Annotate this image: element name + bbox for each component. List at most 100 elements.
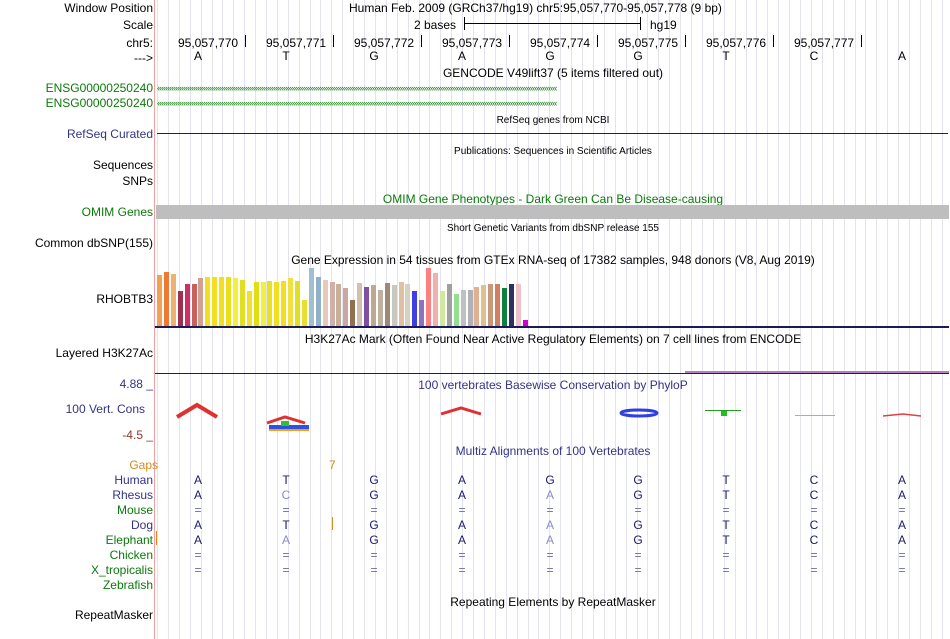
phylop-logo-tg xyxy=(721,410,727,416)
gtex-tissue-bar[interactable] xyxy=(170,274,176,326)
gtex-tissue-bar[interactable] xyxy=(184,284,190,326)
aligned-base: A xyxy=(897,518,906,532)
gtex-tissue-bar[interactable] xyxy=(315,277,321,326)
gtex-barchart[interactable] xyxy=(157,268,537,326)
gtex-tissue-bar[interactable] xyxy=(329,282,335,326)
gtex-tissue-bar[interactable] xyxy=(502,288,507,326)
gtex-label[interactable]: RHOBTB3 xyxy=(96,292,153,306)
gtex-tissue-bar[interactable] xyxy=(177,291,183,326)
gtex-tissue-bar[interactable] xyxy=(260,282,266,326)
gtex-tissue-bar[interactable] xyxy=(163,272,169,326)
dbsnp-label[interactable]: Common dbSNP(155) xyxy=(34,236,153,250)
refseq-feature[interactable] xyxy=(157,133,948,134)
gtex-tissue-bar[interactable] xyxy=(157,275,162,326)
gtex-tissue-bar[interactable] xyxy=(474,287,480,326)
gtex-tissue-bar[interactable] xyxy=(453,294,459,326)
gtex-tissue-bar[interactable] xyxy=(295,281,300,326)
strand-arrows: ‹‹‹‹‹‹‹‹‹‹‹‹‹‹‹‹‹‹‹‹‹‹‹‹‹‹‹‹‹‹‹‹‹‹‹‹‹‹‹‹… xyxy=(157,83,557,93)
grid-line xyxy=(778,0,779,639)
gtex-tissue-bar[interactable] xyxy=(350,300,356,326)
species-label[interactable]: Elephant xyxy=(105,533,153,547)
gencode-item-2-feature[interactable]: ‹‹‹‹‹‹‹‹‹‹‹‹‹‹‹‹‹‹‹‹‹‹‹‹‹‹‹‹‹‹‹‹‹‹‹‹‹‹‹‹… xyxy=(157,98,948,109)
gtex-tissue-bar[interactable] xyxy=(467,290,473,326)
multiz-gap-marker: 7 xyxy=(329,458,336,472)
grid-line xyxy=(571,0,572,639)
gtex-tissue-bar[interactable] xyxy=(460,290,466,326)
gtex-tissue-bar[interactable] xyxy=(274,282,280,326)
phylop-label[interactable]: 100 Vert. Cons xyxy=(65,402,145,416)
gtex-tissue-bar[interactable] xyxy=(226,277,231,326)
gtex-tissue-bar[interactable] xyxy=(191,284,197,326)
gtex-tissue-bar[interactable] xyxy=(508,284,514,326)
gtex-tissue-bar[interactable] xyxy=(336,284,342,326)
gencode-item-1-label[interactable]: ENSG00000250240 xyxy=(45,81,153,95)
gtex-tissue-bar[interactable] xyxy=(288,278,294,326)
phylop-logos[interactable] xyxy=(155,395,950,440)
gtex-tissue-bar[interactable] xyxy=(370,285,376,326)
aligned-base: = xyxy=(282,548,290,562)
gtex-tissue-bar[interactable] xyxy=(308,268,314,326)
gtex-tissue-bar[interactable] xyxy=(205,277,211,326)
gtex-tissue-bar[interactable] xyxy=(495,284,501,326)
gtex-tissue-bar[interactable] xyxy=(281,281,287,326)
gtex-tissue-bar[interactable] xyxy=(253,282,259,326)
species-label[interactable]: Dog xyxy=(130,518,153,532)
gtex-tissue-bar[interactable] xyxy=(232,278,238,326)
gtex-tissue-bar[interactable] xyxy=(246,291,252,326)
grid-line xyxy=(658,0,659,639)
h3k27ac-signal[interactable] xyxy=(685,371,949,373)
reference-base: G xyxy=(545,49,555,63)
aligned-base: G xyxy=(633,533,643,547)
aligned-base: A xyxy=(545,518,554,532)
h3k27ac-label[interactable]: Layered H3K27Ac xyxy=(55,346,153,360)
gtex-tissue-bar[interactable] xyxy=(357,283,363,326)
phylop-title: 100 vertebrates Basewise Conservation by… xyxy=(418,378,688,392)
gtex-tissue-bar[interactable] xyxy=(398,282,404,326)
gtex-tissue-bar[interactable] xyxy=(377,290,383,326)
gtex-tissue-bar[interactable] xyxy=(488,284,494,326)
gtex-tissue-bar[interactable] xyxy=(419,300,425,326)
grid-line xyxy=(931,0,932,639)
ruler-tick xyxy=(773,35,774,47)
species-label[interactable]: Mouse xyxy=(116,503,153,517)
species-label[interactable]: Chicken xyxy=(109,548,153,562)
species-label[interactable]: Rhesus xyxy=(112,488,153,502)
omim-feature[interactable] xyxy=(156,205,949,219)
gtex-tissue-bar[interactable] xyxy=(301,300,307,326)
gtex-tissue-bar[interactable] xyxy=(364,287,369,326)
gtex-tissue-bar[interactable] xyxy=(481,285,487,326)
species-label[interactable]: X_tropicalis xyxy=(90,563,153,577)
gtex-tissue-bar[interactable] xyxy=(212,277,218,326)
repeatmasker-label[interactable]: RepeatMasker xyxy=(74,608,153,622)
multiz-gaps-label[interactable]: Gaps xyxy=(129,458,158,472)
gtex-tissue-bar[interactable] xyxy=(439,291,445,326)
phylop-logo-tl xyxy=(705,410,741,411)
aligned-base: = xyxy=(458,548,466,562)
gtex-tissue-bar[interactable] xyxy=(343,288,349,326)
gtex-tissue-bar[interactable] xyxy=(239,280,245,326)
gtex-tissue-bar[interactable] xyxy=(267,281,273,326)
refseq-label[interactable]: RefSeq Curated xyxy=(66,127,153,141)
publications-sequences-label[interactable]: Sequences xyxy=(92,158,153,172)
window-position-value[interactable]: Human Feb. 2009 (GRCh37/hg19) chr5:95,05… xyxy=(349,1,722,15)
gtex-tissue-bar[interactable] xyxy=(446,284,452,326)
gtex-tissue-bar[interactable] xyxy=(433,273,438,326)
omim-label[interactable]: OMIM Genes xyxy=(81,205,153,219)
species-label[interactable]: Zebrafish xyxy=(102,578,153,592)
gtex-tissue-bar[interactable] xyxy=(219,277,225,326)
gencode-item-1-feature[interactable]: ‹‹‹‹‹‹‹‹‹‹‹‹‹‹‹‹‹‹‹‹‹‹‹‹‹‹‹‹‹‹‹‹‹‹‹‹‹‹‹‹… xyxy=(157,83,948,94)
publications-snps-label[interactable]: SNPs xyxy=(122,174,153,188)
gtex-tissue-bar[interactable] xyxy=(522,320,528,326)
grid-line xyxy=(898,0,899,639)
gtex-tissue-bar[interactable] xyxy=(384,283,390,326)
gtex-tissue-bar[interactable] xyxy=(412,291,418,326)
gtex-tissue-bar[interactable] xyxy=(515,284,521,326)
gtex-tissue-bar[interactable] xyxy=(198,278,204,326)
gtex-tissue-bar[interactable] xyxy=(426,268,432,326)
species-label[interactable]: Human xyxy=(114,473,153,487)
gtex-tissue-bar[interactable] xyxy=(391,285,397,326)
gencode-item-2-label[interactable]: ENSG00000250240 xyxy=(45,96,153,110)
gtex-tissue-bar[interactable] xyxy=(322,280,328,326)
track-left-border xyxy=(154,0,155,639)
gtex-tissue-bar[interactable] xyxy=(405,284,411,326)
